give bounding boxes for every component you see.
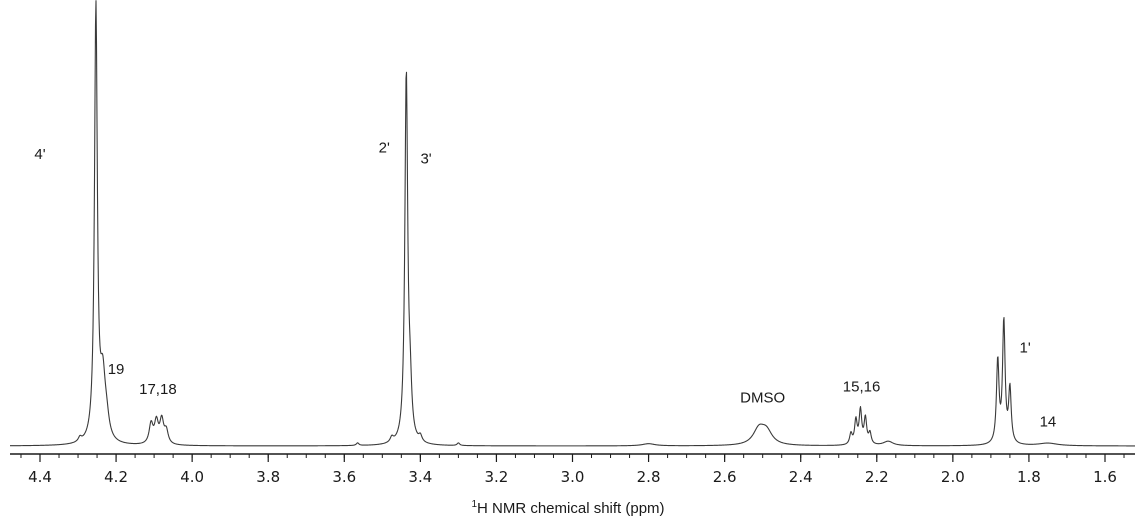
- peak-label: 14: [1040, 413, 1057, 430]
- peak-annotations: 4' 19 17,18 2' 3' DMSO 15,16 1' 14: [34, 139, 1056, 430]
- x-axis-major-ticks: [39, 454, 1106, 462]
- x-axis-tick-label: 1.8: [1017, 468, 1041, 486]
- peak-label: 1': [1020, 339, 1031, 356]
- x-axis-tick-label: 2.6: [713, 468, 737, 486]
- peak-label: 2': [379, 139, 390, 156]
- x-axis-title: 1H NMR chemical shift (ppm): [471, 499, 664, 517]
- x-axis-tick-label: 3.6: [332, 468, 356, 486]
- x-axis-tick-label: 3.2: [484, 468, 508, 486]
- peak-label: 3': [420, 150, 431, 167]
- x-axis-tick-label: 4.4: [28, 468, 52, 486]
- x-axis-tick-label: 3.0: [561, 468, 585, 486]
- peak-label: 4': [34, 146, 45, 163]
- x-axis-title-text: H NMR chemical shift (ppm): [477, 500, 665, 517]
- x-axis-tick-label: 1.6: [1093, 468, 1117, 486]
- peak-label: 19: [108, 361, 125, 378]
- x-axis-tick-label: 2.8: [637, 468, 661, 486]
- x-axis-tick-labels: 4.4 4.2 4.0 3.8 3.6 3.4 3.2 3.0 2.8 2.6 2.4 2.2 2.0 1…: [28, 468, 1117, 486]
- peak-label: 15,16: [843, 379, 881, 396]
- x-axis-tick-label: 2.4: [789, 468, 813, 486]
- x-axis-title-superscript: 1: [471, 499, 477, 510]
- x-axis-tick-label: 2.0: [941, 468, 965, 486]
- spectrum-trace: [9, 0, 1135, 447]
- x-axis-tick-label: 3.8: [256, 468, 280, 486]
- peak-label: 17,18: [139, 381, 177, 398]
- x-axis-tick-label: 2.2: [865, 468, 889, 486]
- x-axis-tick-label: 4.0: [180, 468, 204, 486]
- x-axis-tick-label: 3.4: [408, 468, 432, 486]
- peak-label: DMSO: [740, 390, 785, 407]
- x-axis-tick-label: 4.2: [104, 468, 128, 486]
